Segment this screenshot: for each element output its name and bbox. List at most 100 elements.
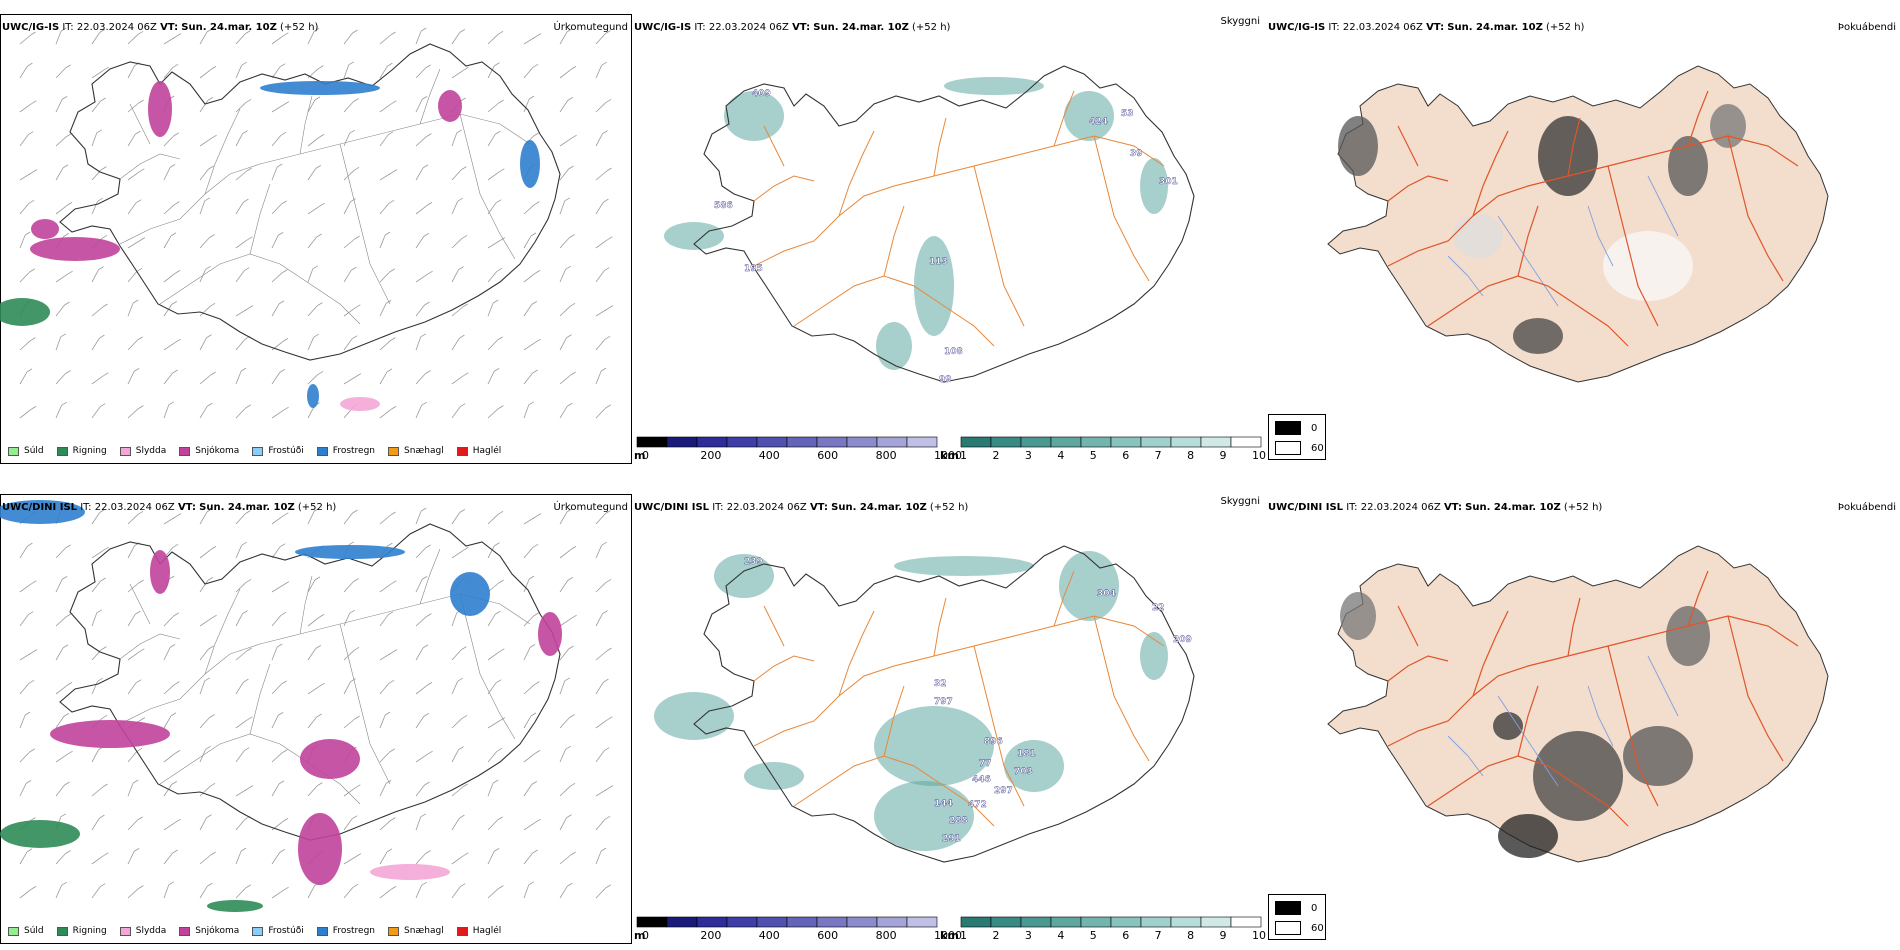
- visibility-area: [724, 91, 784, 141]
- wind-barb: [271, 680, 287, 695]
- wind-barb: [487, 885, 504, 899]
- wind-barb: [307, 645, 322, 661]
- panel-header: UWC/IG-IS IT: 22.03.2024 06Z VT: Sun. 24…: [1268, 22, 1585, 33]
- colorbar-tick-label: 4: [1057, 449, 1065, 462]
- legend-item-snaehagl: Snæhagl: [388, 926, 444, 936]
- precip-area: [298, 813, 342, 885]
- wind-barb: [415, 576, 428, 593]
- wind-barb: [451, 883, 466, 899]
- road: [1427, 275, 1629, 347]
- fog-shading: [1338, 104, 1746, 354]
- visibility-value-label: 446: [972, 775, 991, 785]
- wind-barb: [271, 543, 286, 559]
- rivers: [1447, 175, 1679, 307]
- precip-area: [150, 550, 170, 594]
- wind-barb: [235, 198, 249, 215]
- wind-barb: [523, 338, 541, 351]
- wind-barb: [487, 542, 500, 559]
- wind-barb: [343, 678, 356, 695]
- wind-barb: [343, 373, 362, 385]
- road: [1567, 117, 1581, 177]
- visibility-area: [874, 706, 994, 786]
- colorbar-segment: [1170, 916, 1202, 928]
- wind-barb: [487, 848, 500, 865]
- wind-barb: [271, 712, 284, 729]
- wind-barb: [91, 852, 109, 865]
- wind-barb: [379, 711, 391, 729]
- colorbar-tick-label: 1000: [934, 929, 962, 942]
- wind-barb: [271, 406, 289, 419]
- wind-barb: [19, 406, 37, 419]
- wind-barb: [343, 715, 360, 729]
- wind-barb: [595, 884, 611, 899]
- wind-barb: [271, 101, 290, 113]
- wind-barb: [199, 334, 212, 351]
- wind-barb: [559, 265, 571, 283]
- wind-barb: [163, 712, 177, 729]
- wind-barb: [235, 30, 251, 45]
- road: [129, 583, 151, 625]
- road: [1687, 570, 1709, 627]
- wind-barb: [415, 644, 429, 661]
- map-frame: [0, 14, 632, 464]
- visibility-area: [944, 77, 1044, 95]
- colorbar-segment: [756, 916, 788, 928]
- wind-barb: [19, 131, 34, 147]
- wind-barb: [163, 781, 178, 797]
- colorbar-segment: [1080, 436, 1112, 448]
- wind-barb: [163, 132, 179, 147]
- colorbar-segment: [1050, 916, 1082, 928]
- panel-title: Úrkomutegund: [553, 502, 628, 513]
- precip-legend: Súld Rigning Slydda Snjókoma Frostúði Fr…: [8, 446, 514, 456]
- colorbar-tick-label: 2: [992, 449, 1000, 462]
- precip-area: [340, 397, 380, 411]
- colorbar-meters: [634, 916, 940, 930]
- wind-barb: [55, 576, 68, 593]
- wind-barb: [19, 580, 37, 593]
- wind-barb: [127, 816, 143, 831]
- wind-barb: [487, 267, 503, 283]
- wind-barb: [343, 235, 360, 249]
- wind-barb: [379, 780, 392, 797]
- wind-barb: [235, 578, 252, 593]
- wind-barb: [271, 232, 284, 249]
- wind-barb: [451, 783, 468, 797]
- precip-type-panel-row2: Súld Rigning Slydda Snjókoma Frostúði Fr…: [0, 494, 632, 944]
- wind-barb: [379, 649, 398, 661]
- wind-barb: [379, 300, 392, 317]
- precip-area: [207, 900, 263, 912]
- panel-header: UWC/DINI ISL IT: 22.03.2024 06Z VT: Sun.…: [1268, 502, 1603, 513]
- wind-barb: [307, 233, 322, 249]
- colorbar-segment: [960, 436, 992, 448]
- colorbar-tick-label: 10: [1252, 929, 1266, 942]
- wind-barb: [523, 301, 538, 317]
- colorbar-km: [958, 436, 1264, 450]
- wind-barb: [19, 711, 31, 729]
- precip-area: [370, 864, 450, 880]
- legend-swatch: [179, 446, 191, 456]
- wind-barb: [559, 197, 571, 215]
- wind-barb: [487, 199, 502, 215]
- wind-barb: [55, 544, 71, 559]
- panel-title: Þokuábendi: [1837, 502, 1896, 513]
- wind-barb: [379, 169, 398, 181]
- road: [763, 125, 785, 167]
- wind-barb: [379, 611, 394, 627]
- wind-barb: [415, 133, 432, 147]
- wind-barb: [379, 679, 395, 695]
- road: [753, 135, 1165, 267]
- panel-title: Skyggni: [1220, 496, 1260, 507]
- wind-barb: [415, 813, 427, 831]
- road: [1053, 90, 1075, 147]
- precip-area: [0, 500, 85, 524]
- colorbar-segment: [726, 436, 758, 448]
- wind-barb: [199, 614, 217, 627]
- wind-barb: [55, 713, 70, 729]
- legend-item-slydda: Slydda: [119, 926, 166, 936]
- visibility-area: [1004, 740, 1064, 792]
- panel-title: Úrkomutegund: [553, 22, 628, 33]
- wind-barb: [523, 612, 539, 627]
- wind-barb: [127, 747, 143, 763]
- wind-barb: [199, 165, 214, 181]
- colorbar-segment: [1230, 436, 1262, 448]
